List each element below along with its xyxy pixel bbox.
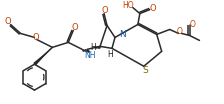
Text: O: O — [32, 33, 39, 42]
Text: O: O — [102, 6, 108, 15]
Text: S: S — [142, 66, 148, 75]
Text: H: H — [90, 43, 96, 52]
Text: N: N — [119, 30, 126, 39]
Text: HO: HO — [122, 1, 134, 10]
Text: H: H — [107, 50, 113, 59]
Text: O: O — [149, 4, 156, 13]
Polygon shape — [33, 47, 52, 66]
Text: O: O — [190, 20, 195, 29]
Text: O: O — [177, 27, 183, 36]
Text: O: O — [72, 23, 79, 32]
Text: NH: NH — [84, 51, 96, 60]
Text: O: O — [4, 17, 11, 26]
